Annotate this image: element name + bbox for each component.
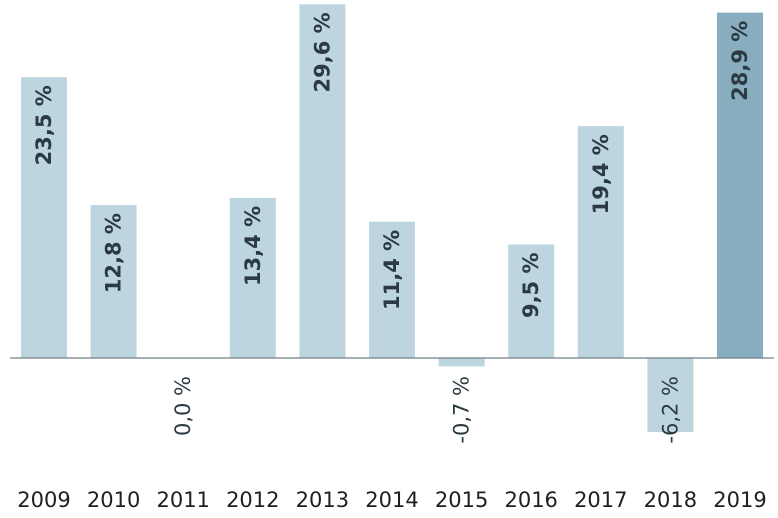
- x-tick-labels-group: 2009 2010 2011 2012 2013 2014 2015 2016 2017 2018…: [17, 488, 766, 512]
- data-label-2011: 0,0 %: [171, 376, 195, 436]
- data-label-2019: 28,9 %: [728, 21, 752, 101]
- data-labels-group: 23,5 % 12,8 % 0,0 % 13,4 % 29,6 % 11,4 % -0,7 …: [32, 12, 752, 443]
- x-tick-2016: 2016: [504, 488, 557, 512]
- bar-2014: [369, 221, 415, 358]
- data-label-2010: 12,8 %: [102, 213, 126, 293]
- data-label-2009: 23,5 %: [32, 85, 56, 165]
- x-tick-2009: 2009: [17, 488, 70, 512]
- bars-group: [21, 4, 763, 433]
- bar-2010: [90, 205, 137, 358]
- bar-2017: [577, 126, 624, 358]
- data-label-2015: -0,7 %: [450, 376, 474, 444]
- data-label-2012: 13,4 %: [241, 206, 265, 286]
- bar-2019: [717, 12, 763, 359]
- x-tick-2019: 2019: [713, 488, 766, 512]
- x-tick-2018: 2018: [644, 488, 697, 512]
- bar-2009: [21, 77, 67, 359]
- x-tick-2013: 2013: [296, 488, 349, 512]
- bar-2015: [438, 358, 485, 367]
- data-label-2018: -6,2 %: [658, 376, 682, 444]
- x-tick-2014: 2014: [365, 488, 418, 512]
- bar-2013: [299, 4, 346, 359]
- bar-2016: [508, 244, 555, 358]
- data-label-2014: 11,4 %: [380, 230, 404, 310]
- data-label-2017: 19,4 %: [589, 134, 613, 214]
- x-tick-2015: 2015: [435, 488, 488, 512]
- x-tick-2012: 2012: [226, 488, 279, 512]
- x-tick-2017: 2017: [574, 488, 627, 512]
- data-label-2016: 9,5 %: [519, 252, 543, 318]
- bar-2018: [647, 358, 694, 433]
- bar-2012: [229, 197, 276, 358]
- x-tick-2010: 2010: [87, 488, 140, 512]
- data-label-2013: 29,6 %: [310, 12, 334, 92]
- x-tick-2011: 2011: [156, 488, 209, 512]
